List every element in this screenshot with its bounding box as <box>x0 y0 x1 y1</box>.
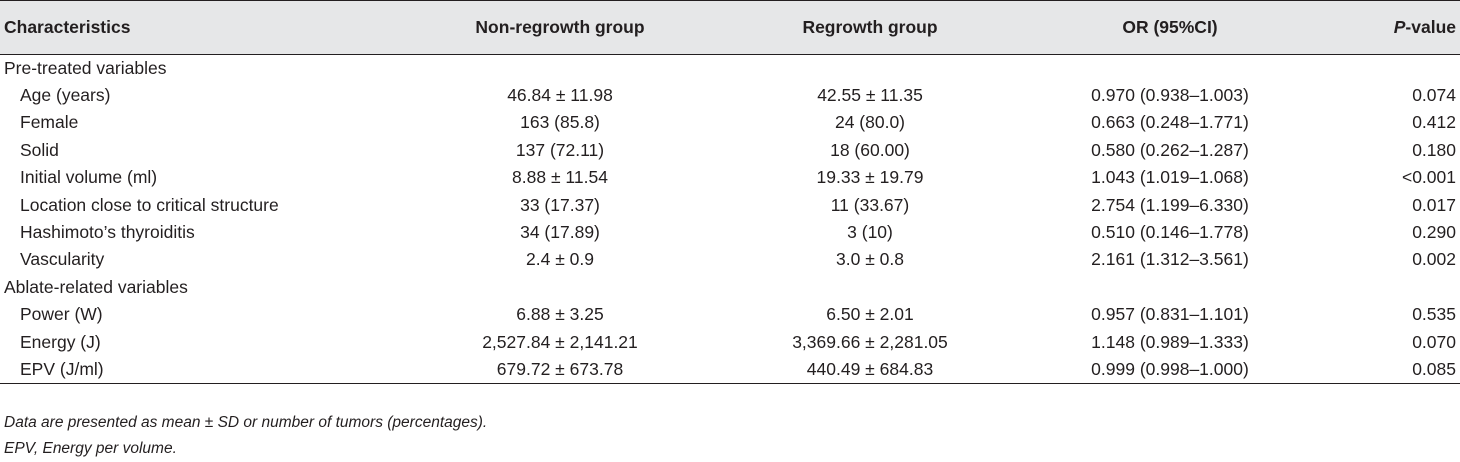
row-label: Energy (J) <box>20 331 101 352</box>
row-label: Power (W) <box>20 304 103 325</box>
row-label: Vascularity <box>20 249 105 270</box>
cell-regrowth: 3 (10) <box>847 222 893 243</box>
cell-regrowth: 440.49 ± 684.83 <box>720 355 1020 384</box>
cell-p-value: 0.074 <box>1412 85 1456 106</box>
cell-or: 0.999 (0.998–1.000) <box>1020 355 1320 384</box>
table-row: Location close to critical structure 33 … <box>0 191 1460 218</box>
cell-p-value: 0.290 <box>1412 222 1456 243</box>
header-characteristics: Characteristics <box>0 0 400 55</box>
cell-regrowth: 19.33 ± 19.79 <box>816 167 924 188</box>
section-row: Ablate-related variables <box>0 274 1460 301</box>
cell-regrowth: 42.55 ± 11.35 <box>817 85 923 106</box>
cell-or: 0.663 (0.248–1.771) <box>1091 112 1249 133</box>
table-footnotes: Data are presented as mean ± SD or numbe… <box>4 410 487 462</box>
cell-or: 1.043 (1.019–1.068) <box>1091 167 1249 188</box>
cell-non-regrowth: 46.84 ± 11.98 <box>507 85 613 106</box>
cell-or: 2.754 (1.199–6.330) <box>1091 194 1249 215</box>
row-label: EPV (J/ml) <box>0 355 400 384</box>
cell-or: 2.161 (1.312–3.561) <box>1091 249 1249 270</box>
cell-p-value: 0.412 <box>1412 112 1456 133</box>
cell-p-value: 0.180 <box>1412 139 1456 160</box>
cell-non-regrowth: 6.88 ± 3.25 <box>516 304 604 325</box>
row-label: Initial volume (ml) <box>20 167 158 188</box>
cell-non-regrowth: 163 (85.8) <box>520 112 600 133</box>
section-title: Pre-treated variables <box>4 57 167 78</box>
results-table: Characteristics Non-regrowth group Regro… <box>0 0 1460 384</box>
cell-regrowth: 11 (33.67) <box>830 194 910 215</box>
header-or: OR (95%CI) <box>1020 0 1320 55</box>
cell-regrowth: 6.50 ± 2.01 <box>826 304 914 325</box>
cell-non-regrowth: 2,527.84 ± 2,141.21 <box>482 331 638 352</box>
table-row: Energy (J) 2,527.84 ± 2,141.21 3,369.66 … <box>0 328 1460 355</box>
table-row: EPV (J/ml) 679.72 ± 673.78 440.49 ± 684.… <box>0 355 1460 384</box>
cell-regrowth: 18 (60.00) <box>830 139 910 160</box>
header-row: Characteristics Non-regrowth group Regro… <box>0 0 1460 55</box>
header-p-italic: P <box>1393 17 1406 37</box>
cell-non-regrowth: 8.88 ± 11.54 <box>512 167 608 188</box>
cell-p-value: 0.017 <box>1412 194 1456 215</box>
cell-or: 1.148 (0.989–1.333) <box>1091 331 1249 352</box>
footnote: Data are presented as mean ± SD or numbe… <box>4 414 488 431</box>
table-row: Solid 137 (72.11) 18 (60.00) 0.580 (0.26… <box>0 137 1460 164</box>
header-p-rest: -value <box>1405 17 1456 37</box>
row-label: Age (years) <box>20 85 111 106</box>
header-regrowth: Regrowth group <box>720 0 1020 55</box>
cell-non-regrowth: 34 (17.89) <box>520 222 600 243</box>
cell-regrowth: 3.0 ± 0.8 <box>836 249 904 270</box>
cell-p-value: 0.002 <box>1412 249 1456 270</box>
cell-p-value: 0.085 <box>1320 355 1460 384</box>
cell-or: 0.580 (0.262–1.287) <box>1091 139 1249 160</box>
cell-p-value: 0.535 <box>1412 304 1456 325</box>
table-row: Vascularity 2.4 ± 0.9 3.0 ± 0.8 2.161 (1… <box>0 246 1460 273</box>
row-label: Solid <box>20 139 59 160</box>
section-title: Ablate-related variables <box>4 276 188 297</box>
cell-non-regrowth: 679.72 ± 673.78 <box>400 355 720 384</box>
table-row: Initial volume (ml) 8.88 ± 11.54 19.33 ±… <box>0 164 1460 191</box>
row-label: Hashimoto’s thyroiditis <box>20 222 195 243</box>
cell-non-regrowth: 2.4 ± 0.9 <box>526 249 594 270</box>
footnote: EPV, Energy per volume. <box>4 440 177 457</box>
cell-non-regrowth: 137 (72.11) <box>515 139 605 160</box>
cell-or: 0.510 (0.146–1.778) <box>1091 222 1249 243</box>
table-row: Female 163 (85.8) 24 (80.0) 0.663 (0.248… <box>0 109 1460 136</box>
cell-regrowth: 24 (80.0) <box>834 112 906 133</box>
table-row: Age (years) 46.84 ± 11.98 42.55 ± 11.35 … <box>0 82 1460 109</box>
table-row: Power (W) 6.88 ± 3.25 6.50 ± 2.01 0.957 … <box>0 301 1460 328</box>
header-non-regrowth: Non-regrowth group <box>400 0 720 55</box>
row-label: Location close to critical structure <box>20 194 279 215</box>
cell-p-value: 0.070 <box>1412 331 1456 352</box>
header-p-value: P-value <box>1320 0 1460 55</box>
section-row: Pre-treated variables <box>0 55 1460 82</box>
cell-regrowth: 3,369.66 ± 2,281.05 <box>792 331 948 352</box>
cell-non-regrowth: 33 (17.37) <box>520 194 600 215</box>
cell-or: 0.970 (0.938–1.003) <box>1091 85 1249 106</box>
cell-p-value: <0.001 <box>1401 167 1456 188</box>
row-label: Female <box>20 112 79 133</box>
table-row: Hashimoto’s thyroiditis 34 (17.89) 3 (10… <box>0 219 1460 246</box>
cell-or: 0.957 (0.831–1.101) <box>1091 304 1249 325</box>
